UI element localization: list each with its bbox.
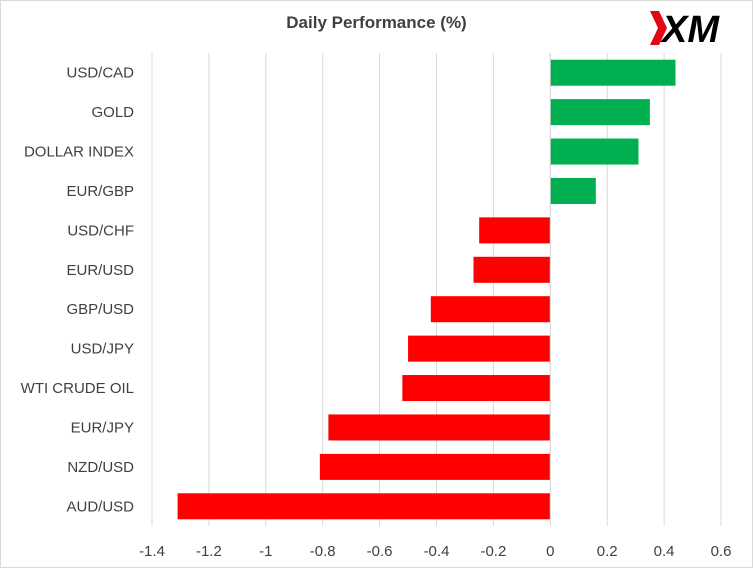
x-tick-label: -1 bbox=[259, 543, 272, 560]
bar-gbp-usd bbox=[430, 296, 551, 323]
xm-logo-mark: XM bbox=[650, 9, 720, 51]
chart-title: Daily Performance (%) bbox=[286, 13, 467, 32]
bar-usd-chf bbox=[479, 217, 551, 244]
x-tick-label: -1.2 bbox=[196, 543, 222, 560]
category-label: EUR/JPY bbox=[71, 419, 134, 436]
category-label: NZD/USD bbox=[67, 459, 134, 476]
bar-aud-usd bbox=[177, 493, 551, 520]
x-tick-label: -0.2 bbox=[480, 543, 506, 560]
bar-eur-gbp bbox=[550, 177, 596, 204]
x-tick-label: 0.6 bbox=[711, 543, 732, 560]
x-tick-label: 0.4 bbox=[654, 543, 675, 560]
bar-eur-usd bbox=[473, 256, 551, 283]
bar-nzd-usd bbox=[319, 453, 551, 480]
category-label: USD/CAD bbox=[66, 65, 134, 82]
category-label: WTI CRUDE OIL bbox=[21, 380, 134, 397]
bar-usd-cad bbox=[550, 59, 676, 86]
xm-logo-chevron bbox=[650, 11, 667, 45]
category-label: GBP/USD bbox=[66, 301, 134, 318]
x-tick-label: -0.4 bbox=[424, 543, 450, 560]
x-tick-label: -0.6 bbox=[367, 543, 393, 560]
xm-logo: XM bbox=[650, 9, 740, 52]
category-label-layer: USD/CAD GOLD DOLLAR INDEX EUR/GBP USD/CHF EUR… bbox=[21, 65, 135, 516]
tick-label-layer: -1.4 -1.2 -1 -0.8 -0.6 -0.4 -0.2 0 0.2 0.4 0.6 bbox=[139, 543, 731, 560]
x-tick-label: 0 bbox=[546, 543, 554, 560]
bar-dollar-index bbox=[550, 138, 639, 165]
x-tick-label: -1.4 bbox=[139, 543, 165, 560]
bar-wti-crude-oil bbox=[402, 375, 551, 402]
category-label: DOLLAR INDEX bbox=[24, 144, 134, 161]
bar-layer bbox=[177, 59, 676, 520]
category-label: EUR/USD bbox=[66, 262, 134, 279]
x-tick-label: 0.2 bbox=[597, 543, 618, 560]
bar-gold bbox=[550, 99, 650, 126]
x-tick-label: -0.8 bbox=[310, 543, 336, 560]
grid-layer bbox=[151, 53, 722, 526]
category-label: EUR/GBP bbox=[66, 183, 134, 200]
xm-logo-text: XM bbox=[660, 9, 720, 47]
category-label: USD/JPY bbox=[71, 341, 134, 358]
bar-usd-jpy bbox=[408, 335, 551, 362]
category-label: AUD/USD bbox=[66, 498, 134, 515]
bar-eur-jpy bbox=[328, 414, 551, 441]
category-label: USD/CHF bbox=[67, 222, 134, 239]
category-label: GOLD bbox=[91, 104, 134, 121]
